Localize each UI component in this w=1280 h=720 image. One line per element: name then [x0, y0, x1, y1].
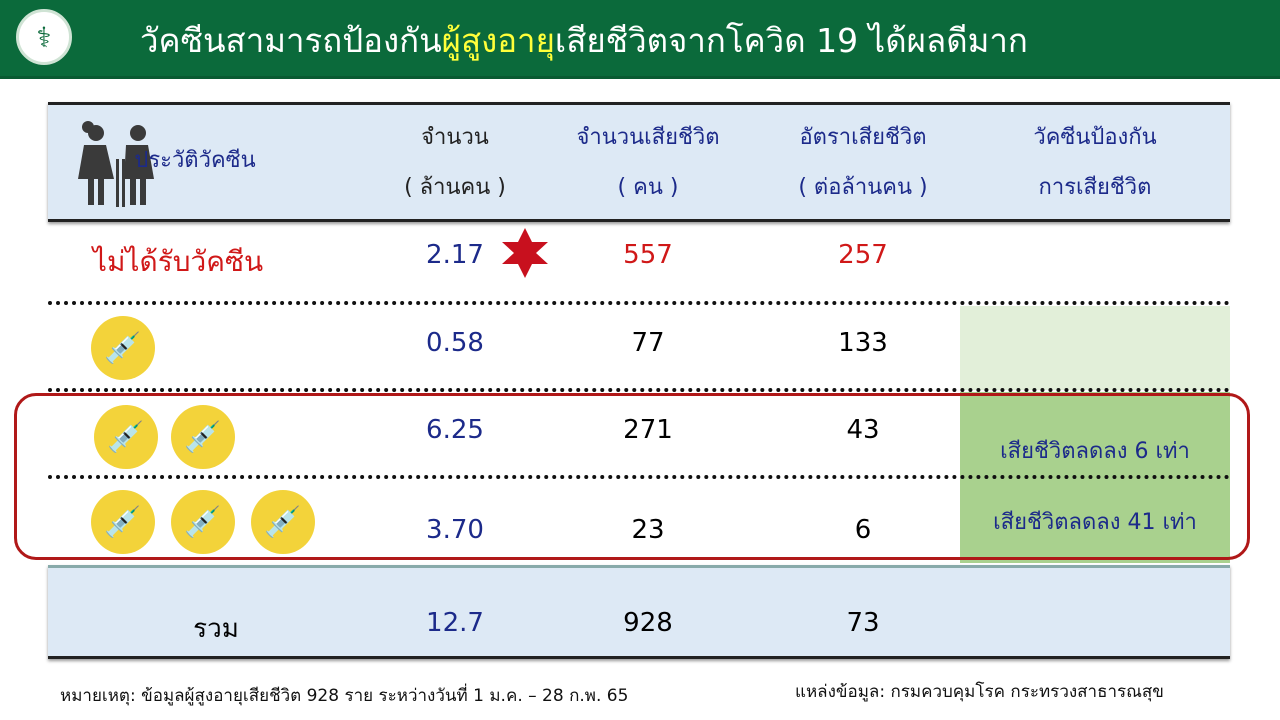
highlight-box	[14, 393, 1250, 560]
row-label: ไม่ได้รับวัคซีน	[92, 245, 264, 278]
column-header-effect: วัคซีนป้องกัน	[1033, 125, 1157, 150]
table-row: ไม่ได้รับวัคซีน 2.17 557 257	[48, 228, 1230, 300]
population-cell: 2.17	[426, 240, 484, 270]
deaths-cell: 23	[631, 515, 665, 545]
syringe-icon: 💉	[91, 490, 155, 554]
population-cell: 0.58	[426, 328, 484, 358]
data-source: แหล่งข้อมูล: กรมควบคุมโรค กระทรวงสาธารณส…	[795, 682, 1164, 702]
rate-cell: 6	[854, 515, 872, 545]
syringe-icon: 💉	[94, 405, 158, 469]
elderly-couple-icon	[78, 121, 154, 207]
footnote: หมายเหตุ: ข้อมูลผู้สูงอายุเสียชีวิต 928 …	[60, 686, 629, 706]
title-highlight: ผู้สูงอายุ	[441, 21, 555, 60]
column-header-population-unit: ( ล้านคน )	[404, 175, 506, 200]
total-deaths: 928	[623, 608, 673, 638]
row-divider	[48, 301, 1230, 305]
column-header-effect-2: การเสียชีวิต	[1038, 175, 1152, 200]
table-header: ประวัติวัคซีน จำนวน ( ล้านคน ) จำนวนเสีย…	[48, 102, 1230, 222]
total-row: รวม 12.7 928 73	[48, 565, 1230, 659]
population-cell: 6.25	[426, 415, 484, 445]
total-label: รวม	[193, 614, 239, 644]
syringe-icon: 💉	[171, 490, 235, 554]
column-header-rate-unit: ( ต่อล้านคน )	[798, 175, 928, 200]
row-divider	[48, 388, 1230, 392]
page-title: วัคซีนสามารถป้องกันผู้สูงอายุเสียชีวิตจา…	[140, 14, 1028, 67]
effect-cell: เสียชีวิตลดลง 41 เท่า	[993, 510, 1197, 535]
ministry-logo: ⚕	[16, 9, 72, 65]
deaths-cell: 271	[623, 415, 673, 445]
column-header-rate: อัตราเสียชีวิต	[799, 125, 927, 150]
effect-cell-light	[960, 306, 1230, 390]
syringe-icon: 💉	[171, 405, 235, 469]
total-population: 12.7	[426, 608, 484, 638]
star-icon	[502, 228, 548, 278]
row-divider	[48, 475, 1230, 479]
column-header-deaths-unit: ( คน )	[617, 175, 679, 200]
population-cell: 3.70	[426, 515, 484, 545]
rate-cell: 257	[838, 240, 888, 270]
title-text: วัคซีนสามารถป้องกัน	[140, 21, 442, 60]
column-header-population: จำนวน	[421, 125, 489, 150]
column-header-deaths: จำนวนเสียชีวิต	[576, 125, 720, 150]
syringe-icon: 💉	[91, 316, 155, 380]
rate-cell: 43	[846, 415, 880, 445]
deaths-cell: 77	[631, 328, 665, 358]
deaths-cell: 557	[623, 240, 673, 270]
title-text-end: เสียชีวิตจากโควิด 19 ได้ผลดีมาก	[554, 21, 1028, 60]
column-header-history: ประวัติวัคซีน	[134, 148, 256, 173]
syringe-icon: 💉	[251, 490, 315, 554]
title-bar: ⚕ วัคซีนสามารถป้องกันผู้สูงอายุเสียชีวิต…	[0, 0, 1280, 79]
rate-cell: 133	[838, 328, 888, 358]
total-rate: 73	[846, 608, 880, 638]
effect-cell: เสียชีวิตลดลง 6 เท่า	[1000, 439, 1190, 464]
